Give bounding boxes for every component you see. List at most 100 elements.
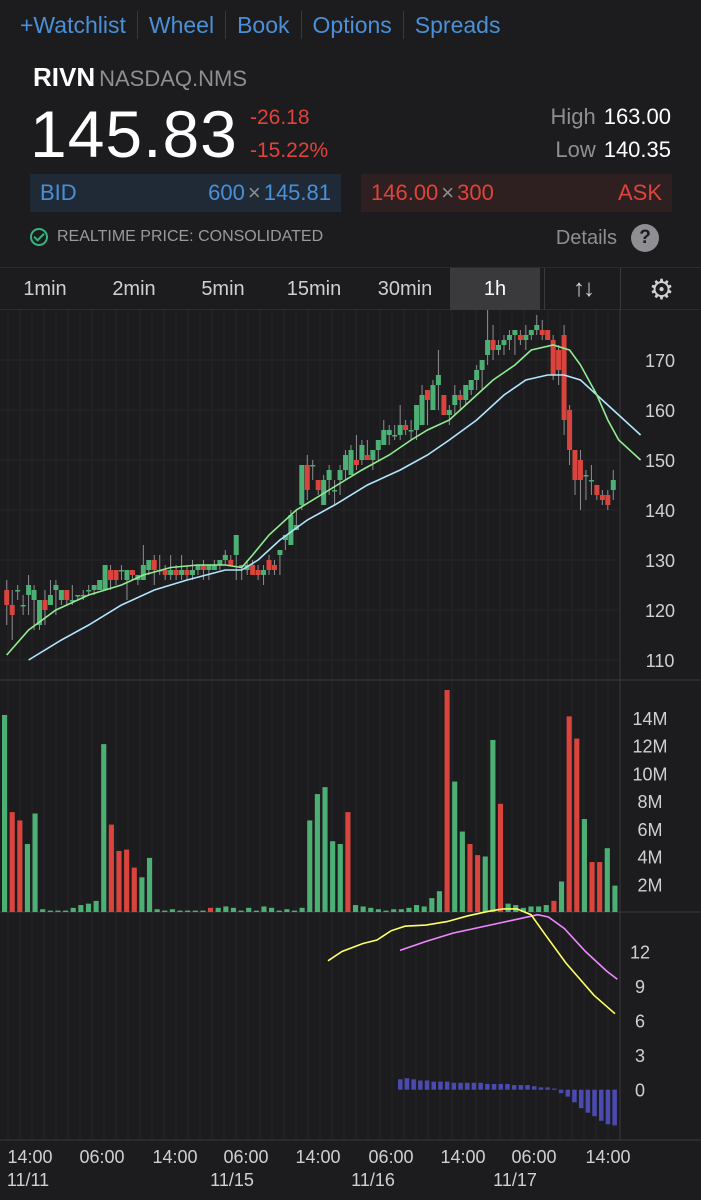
macd-line (327, 908, 616, 1015)
spreads-link[interactable]: Spreads (402, 11, 512, 39)
volume-bar (383, 910, 389, 912)
volume-bar (284, 909, 290, 912)
histogram-bar (545, 1087, 550, 1090)
volume-bar (497, 803, 504, 912)
candle-body (392, 435, 398, 437)
candle-body (195, 565, 201, 570)
candle-body (250, 565, 256, 575)
volume-bar (314, 794, 320, 912)
book-link[interactable]: Book (225, 11, 300, 39)
volume-bar (32, 813, 38, 912)
high-label: High (550, 104, 596, 129)
timeframe-30min[interactable]: 30min (377, 277, 433, 300)
volume-tick-label: 8M (637, 792, 662, 812)
toolbar-divider (620, 268, 621, 310)
candle-body (501, 340, 507, 345)
timeframe-2min[interactable]: 2min (112, 277, 156, 300)
volume-bar (604, 848, 610, 912)
volume-bar (368, 907, 374, 912)
chart-area[interactable]: 110 120 130 140 150 160 170 2M 4M 6M 8M 10M 12M 14M 0 3… (0, 310, 701, 1200)
volume-bar (406, 907, 412, 912)
candle-body (304, 465, 310, 490)
candle-body (4, 590, 10, 605)
volume-bar (185, 910, 191, 912)
candle-body (408, 430, 414, 432)
macd-tick-label: 9 (635, 977, 645, 997)
volume-bar (558, 881, 565, 912)
timeframe-5min[interactable]: 5min (201, 277, 245, 300)
candle-body (190, 570, 196, 575)
histogram-bar (565, 1089, 570, 1097)
volume-bar (40, 909, 46, 912)
candle-body (206, 565, 212, 570)
timeframe-1h[interactable]: 1h (450, 268, 540, 310)
candle-body (419, 395, 425, 425)
volume-bar (169, 909, 175, 912)
volume-bar (482, 856, 488, 912)
candle-body (599, 495, 605, 500)
volume-bar (108, 824, 114, 912)
candle-body (446, 410, 452, 415)
volume-bar (230, 907, 237, 912)
candle-body (479, 360, 485, 370)
histogram-bar (438, 1081, 443, 1090)
gear-icon[interactable]: ⚙ (648, 273, 675, 305)
candle-body (441, 395, 447, 415)
candle-body (397, 425, 403, 435)
histogram-bar (599, 1089, 604, 1121)
volume-bar (70, 907, 76, 912)
ask-size: 300 (457, 180, 494, 205)
wheel-link[interactable]: Wheel (136, 11, 225, 39)
timeframe-15min[interactable]: 15min (286, 277, 342, 300)
bid-size: 600 (208, 180, 245, 205)
volume-bar (154, 909, 160, 912)
bid-box[interactable]: BID 600 × 145.81 (30, 174, 341, 212)
details-button[interactable]: Details ? (556, 224, 659, 252)
candle-body (353, 460, 359, 465)
candle-body (9, 605, 15, 615)
high-value: 163.00 (603, 104, 671, 129)
candle-body (435, 375, 441, 385)
options-link[interactable]: Options (300, 11, 403, 39)
histogram-bar (612, 1089, 617, 1126)
volume-bar (452, 781, 458, 912)
ask-quote: 146.00 × 300 (371, 180, 494, 206)
volume-bar (322, 787, 328, 912)
candle-body (588, 480, 594, 482)
candle-body (75, 595, 81, 597)
time-tick-label: 14:00 (585, 1147, 630, 1167)
candle-body (534, 325, 540, 330)
candle-body (337, 470, 343, 480)
candle-body (605, 495, 611, 505)
histogram-bar (424, 1080, 430, 1090)
histogram-bar (451, 1082, 457, 1090)
histogram-bar (525, 1085, 530, 1090)
price-tick-label: 160 (645, 401, 675, 421)
volume-bar (9, 812, 15, 912)
candle-body (370, 450, 376, 460)
watchlist-link[interactable]: +Watchlist (20, 12, 126, 38)
candle-body (64, 590, 70, 600)
candle-body (315, 480, 321, 490)
timeframe-1min[interactable]: 1min (23, 277, 67, 300)
volume-bar (246, 907, 252, 912)
price-tick-label: 150 (645, 451, 675, 471)
ask-box[interactable]: 146.00 × 300 ASK (361, 174, 672, 212)
date-tick-label: 11/16 (351, 1170, 395, 1190)
histogram-bar (458, 1082, 463, 1090)
candle-body (506, 335, 512, 340)
candle-body (468, 380, 474, 390)
volume-bar (200, 910, 206, 912)
sort-arrows-icon[interactable]: ↑↓ (573, 275, 595, 302)
volume-bar (429, 898, 435, 912)
candle-body (523, 335, 529, 340)
low-value: 140.35 (603, 137, 671, 162)
candle-body (31, 590, 37, 600)
candle-body (271, 565, 277, 570)
volume-bar (459, 831, 465, 912)
histogram-bar (465, 1082, 470, 1090)
volume-tick-label: 4M (637, 848, 662, 868)
realtime-status: REALTIME PRICE: CONSOLIDATED (30, 228, 323, 246)
candle-body (108, 570, 114, 580)
candle-body (577, 460, 583, 480)
